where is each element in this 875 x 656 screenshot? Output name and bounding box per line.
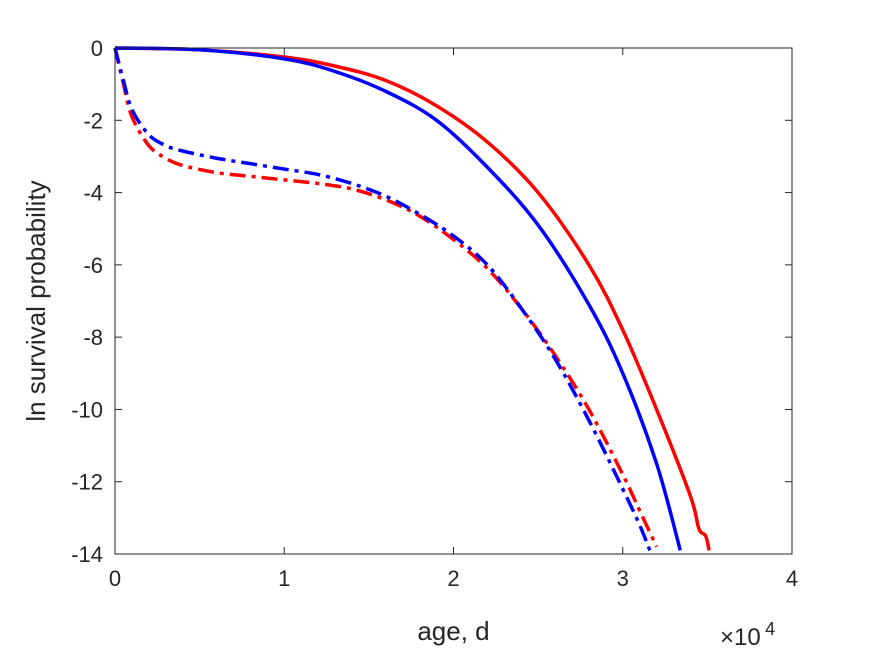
- x-axis-exponent: ×10 4: [720, 619, 775, 651]
- y-tick-label: -14: [71, 542, 103, 567]
- series-lines: [113, 46, 711, 552]
- x-tick-label: 0: [109, 566, 121, 591]
- x-axis-label: age, d: [417, 616, 489, 646]
- y-tick-label: 0: [91, 36, 103, 61]
- y-tick-label: -6: [83, 253, 103, 278]
- y-tick-label: -12: [71, 470, 103, 495]
- x-axis-exponent-base: ×10: [720, 624, 761, 651]
- axes-box: [114, 47, 793, 555]
- y-axis-label: ln survival probability: [21, 180, 51, 421]
- y-tick-label: -10: [71, 397, 103, 422]
- series-line-4: [113, 47, 652, 552]
- tick-labels: 0 1 2 3 4 0 -2 -4 -6 -8 -10 -12 -14: [71, 36, 798, 591]
- x-tick-label: 2: [447, 566, 459, 591]
- x-tick-label: 1: [278, 566, 290, 591]
- plot-area: 0 1 2 3 4 0 -2 -4 -6 -8 -10 -12 -14: [71, 36, 798, 591]
- x-axis-exponent-power: 4: [765, 619, 775, 639]
- x-tick-label: 4: [786, 566, 798, 591]
- y-tick-label: -8: [83, 325, 103, 350]
- y-tick-label: -4: [83, 181, 103, 206]
- x-tick-label: 3: [617, 566, 629, 591]
- series-line-3: [113, 47, 659, 548]
- tick-marks: [114, 47, 793, 555]
- y-tick-label: -2: [83, 108, 103, 133]
- series-line-2: [114, 46, 682, 551]
- series-line-1: [114, 46, 711, 551]
